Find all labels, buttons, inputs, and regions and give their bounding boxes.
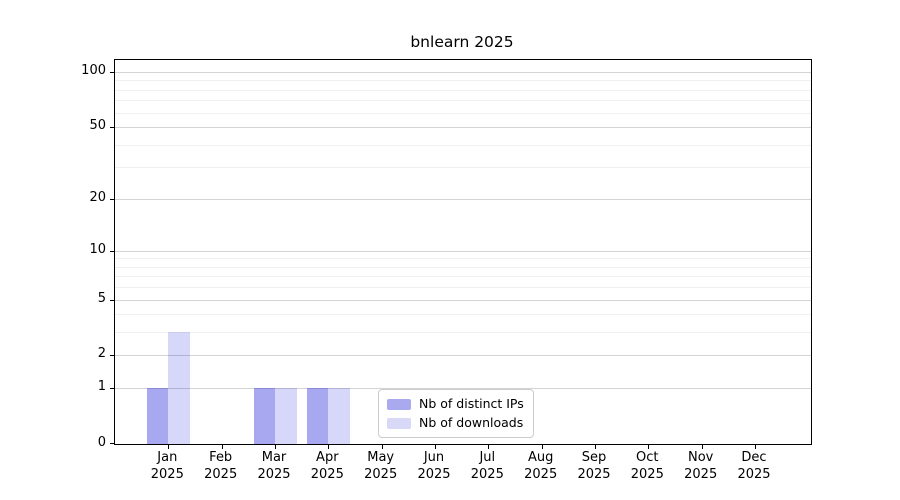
major-gridline	[115, 355, 811, 357]
y-tick-label: 10	[89, 241, 106, 257]
x-tick-mark	[701, 445, 703, 449]
bar-downloads-jan	[168, 332, 190, 444]
y-tick-mark	[110, 198, 114, 200]
x-tick-label: Mar 2025	[257, 450, 291, 482]
x-tick-label: Jul 2025	[470, 450, 504, 482]
legend-label-distinct-ips: Nb of distinct IPs	[419, 396, 524, 411]
x-tick-mark	[541, 445, 543, 449]
plot-area: Nb of distinct IPs Nb of downloads	[110, 59, 812, 449]
y-tick-label: 20	[89, 189, 106, 205]
minor-gridline	[115, 80, 811, 82]
x-tick-mark	[755, 445, 756, 449]
bar-distinct-ips-jan	[146, 388, 169, 444]
x-tick-label: Jan 2025	[150, 450, 184, 482]
x-tick-mark	[328, 445, 330, 449]
x-tick-mark	[221, 445, 223, 449]
chart-title: bnlearn 2025	[410, 33, 514, 51]
legend-item-distinct-ips: Nb of distinct IPs	[387, 397, 524, 411]
minor-gridline	[115, 276, 811, 278]
x-tick-label: Apr 2025	[310, 450, 344, 482]
major-gridline	[115, 198, 811, 200]
minor-gridline	[115, 266, 811, 268]
x-tick-label: Aug 2025	[524, 450, 558, 482]
legend-swatch-distinct-ips	[387, 398, 411, 410]
x-tick-mark	[595, 445, 596, 449]
minor-gridline	[115, 314, 811, 316]
x-tick-mark	[381, 445, 383, 449]
y-tick-mark	[110, 250, 114, 252]
minor-gridline	[115, 144, 811, 146]
y-tick-mark	[110, 443, 114, 444]
y-tick-mark	[110, 71, 114, 73]
major-gridline	[115, 127, 811, 128]
x-tick-label: Nov 2025	[684, 450, 718, 482]
y-tick-label: 50	[89, 118, 106, 133]
legend-label-downloads: Nb of downloads	[419, 415, 524, 430]
x-tick-mark	[435, 445, 436, 449]
bar-distinct-ips-apr	[306, 388, 329, 444]
x-tick-label: Feb 2025	[204, 450, 238, 482]
y-tick-mark	[110, 127, 114, 128]
y-tick-mark	[110, 355, 114, 357]
bar-downloads-mar	[275, 388, 297, 444]
minor-gridline	[115, 167, 811, 169]
y-tick-label: 100	[81, 62, 106, 78]
bar-distinct-ips-mar	[253, 388, 275, 444]
x-tick-label: Dec 2025	[737, 450, 771, 482]
y-tick-label: 0	[97, 435, 106, 450]
minor-gridline	[115, 258, 811, 260]
x-tick-mark	[488, 445, 490, 449]
y-tick-mark	[110, 299, 114, 301]
x-tick-mark	[168, 445, 170, 449]
minor-gridline	[115, 100, 811, 102]
major-gridline	[115, 71, 811, 73]
minor-gridline	[115, 287, 811, 289]
y-tick-label: 1	[97, 379, 106, 395]
legend-swatch-downloads	[387, 417, 411, 429]
x-tick-mark	[275, 445, 276, 449]
minor-gridline	[115, 89, 811, 91]
legend-item-downloads: Nb of downloads	[387, 416, 524, 430]
minor-gridline	[115, 332, 811, 334]
y-tick-label: 2	[97, 346, 106, 362]
x-tick-label: Oct 2025	[630, 450, 664, 482]
x-tick-label: May 2025	[364, 450, 398, 482]
major-gridline	[115, 299, 811, 301]
legend: Nb of distinct IPs Nb of downloads	[378, 389, 534, 438]
minor-gridline	[115, 112, 811, 114]
bar-downloads-apr	[328, 388, 350, 444]
major-gridline	[115, 250, 811, 252]
y-tick-label: 5	[97, 290, 106, 306]
x-tick-label: Sep 2025	[577, 450, 611, 482]
x-tick-mark	[648, 445, 650, 449]
y-tick-mark	[110, 388, 114, 390]
x-tick-label: Jun 2025	[417, 450, 451, 482]
